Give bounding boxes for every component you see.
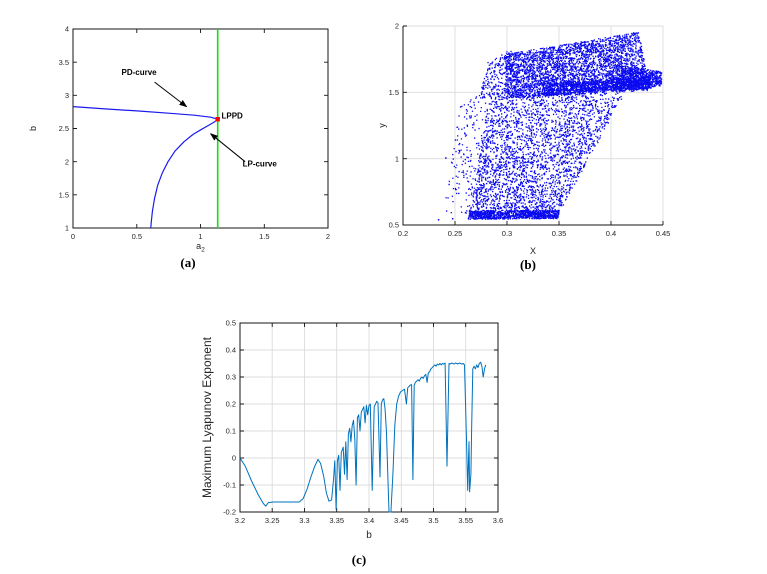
y-tick-label: 3.5 bbox=[59, 58, 69, 67]
caption-b: (b) bbox=[520, 257, 536, 272]
x-tick-label: 3.25 bbox=[265, 516, 280, 525]
x-tick-label: 0.2 bbox=[398, 229, 408, 238]
x-tick-label: 1 bbox=[198, 232, 202, 241]
x-tick-label: 3.3 bbox=[299, 516, 309, 525]
annotation-label: PD-curve bbox=[122, 68, 158, 77]
y-axis-label: b bbox=[28, 126, 38, 131]
chart-a: 0 0.5 1 1.5 2 1 1.5 2 2.5 3 3.5 4 PD-curve LP-curve LP… bbox=[28, 25, 330, 254]
pd-curve-lower bbox=[150, 118, 219, 229]
caption-c: (c) bbox=[351, 552, 367, 567]
caption-a: (a) bbox=[180, 255, 196, 270]
y-tick-label: 3 bbox=[65, 91, 69, 100]
chart-c: 3.2 3.25 3.3 3.35 3.4 3.45 3.5 3.55 3.6 -0.2 -0.1 0… bbox=[200, 319, 503, 541]
y-tick-label: 1.5 bbox=[59, 191, 69, 200]
x-tick-label: 0 bbox=[71, 232, 75, 241]
y-tick-label: 0.2 bbox=[226, 400, 236, 409]
y-tick-label: 2 bbox=[65, 157, 69, 166]
y-tick-label: 4 bbox=[65, 25, 69, 34]
axis-ticks bbox=[239, 322, 499, 513]
y-tick-label: 1 bbox=[395, 154, 399, 163]
y-tick-label: -0.2 bbox=[223, 508, 236, 517]
attractor-points bbox=[437, 32, 663, 221]
y-tick-label: 0.1 bbox=[226, 427, 236, 436]
y-tick-label: 0.4 bbox=[226, 346, 236, 355]
axis-ticks bbox=[402, 25, 664, 226]
grid-lines bbox=[239, 322, 499, 513]
y-tick-label: 2 bbox=[395, 22, 399, 31]
x-tick-label: 3.45 bbox=[394, 516, 409, 525]
x-tick-label: 0.5 bbox=[132, 232, 142, 241]
x-axis-label: X bbox=[530, 246, 536, 256]
annotation-arrow bbox=[154, 81, 188, 108]
y-tick-label: 0.3 bbox=[226, 373, 236, 382]
annotation-label: LP-curve bbox=[243, 159, 278, 168]
y-axis-label: y bbox=[377, 123, 387, 128]
axis-ticks bbox=[72, 28, 329, 229]
x-tick-label: 0.3 bbox=[502, 229, 512, 238]
lyapunov-line bbox=[239, 361, 487, 513]
pd-curve-upper bbox=[72, 106, 218, 120]
x-tick-label: 3.6 bbox=[493, 516, 503, 525]
x-tick-label: 0.4 bbox=[606, 229, 616, 238]
x-tick-label: 0.25 bbox=[448, 229, 463, 238]
x-axis-label: b bbox=[366, 530, 372, 541]
x-tick-label: 3.35 bbox=[329, 516, 344, 525]
x-axis-label: a2 bbox=[196, 241, 205, 254]
annotation-arrow bbox=[209, 133, 246, 163]
x-tick-label: 3.55 bbox=[458, 516, 473, 525]
plot-border bbox=[72, 28, 329, 229]
y-axis-label: Maximum Lyapunov Exponent bbox=[200, 336, 214, 498]
chart-b: 0.2 0.25 0.3 0.35 0.4 0.45 0.5 1 1.5 2 Xy bbox=[377, 22, 670, 256]
x-tick-label: 0.45 bbox=[656, 229, 671, 238]
x-tick-label: 2 bbox=[326, 232, 330, 241]
y-tick-label: 0.5 bbox=[389, 221, 399, 230]
x-tick-label: 3.4 bbox=[364, 516, 374, 525]
x-tick-label: 1.5 bbox=[259, 232, 269, 241]
lppd-marker bbox=[215, 117, 220, 122]
y-tick-label: 2.5 bbox=[59, 124, 69, 133]
annotation-label: LPPD bbox=[222, 112, 244, 121]
x-tick-label: 3.2 bbox=[235, 516, 245, 525]
y-tick-label: -0.1 bbox=[223, 481, 236, 490]
x-tick-label: 0.35 bbox=[552, 229, 567, 238]
y-tick-label: 0.5 bbox=[226, 319, 236, 328]
y-tick-label: 1 bbox=[65, 224, 69, 233]
x-tick-label: 3.5 bbox=[428, 516, 438, 525]
y-tick-label: 0 bbox=[232, 454, 236, 463]
y-tick-label: 1.5 bbox=[389, 88, 399, 97]
